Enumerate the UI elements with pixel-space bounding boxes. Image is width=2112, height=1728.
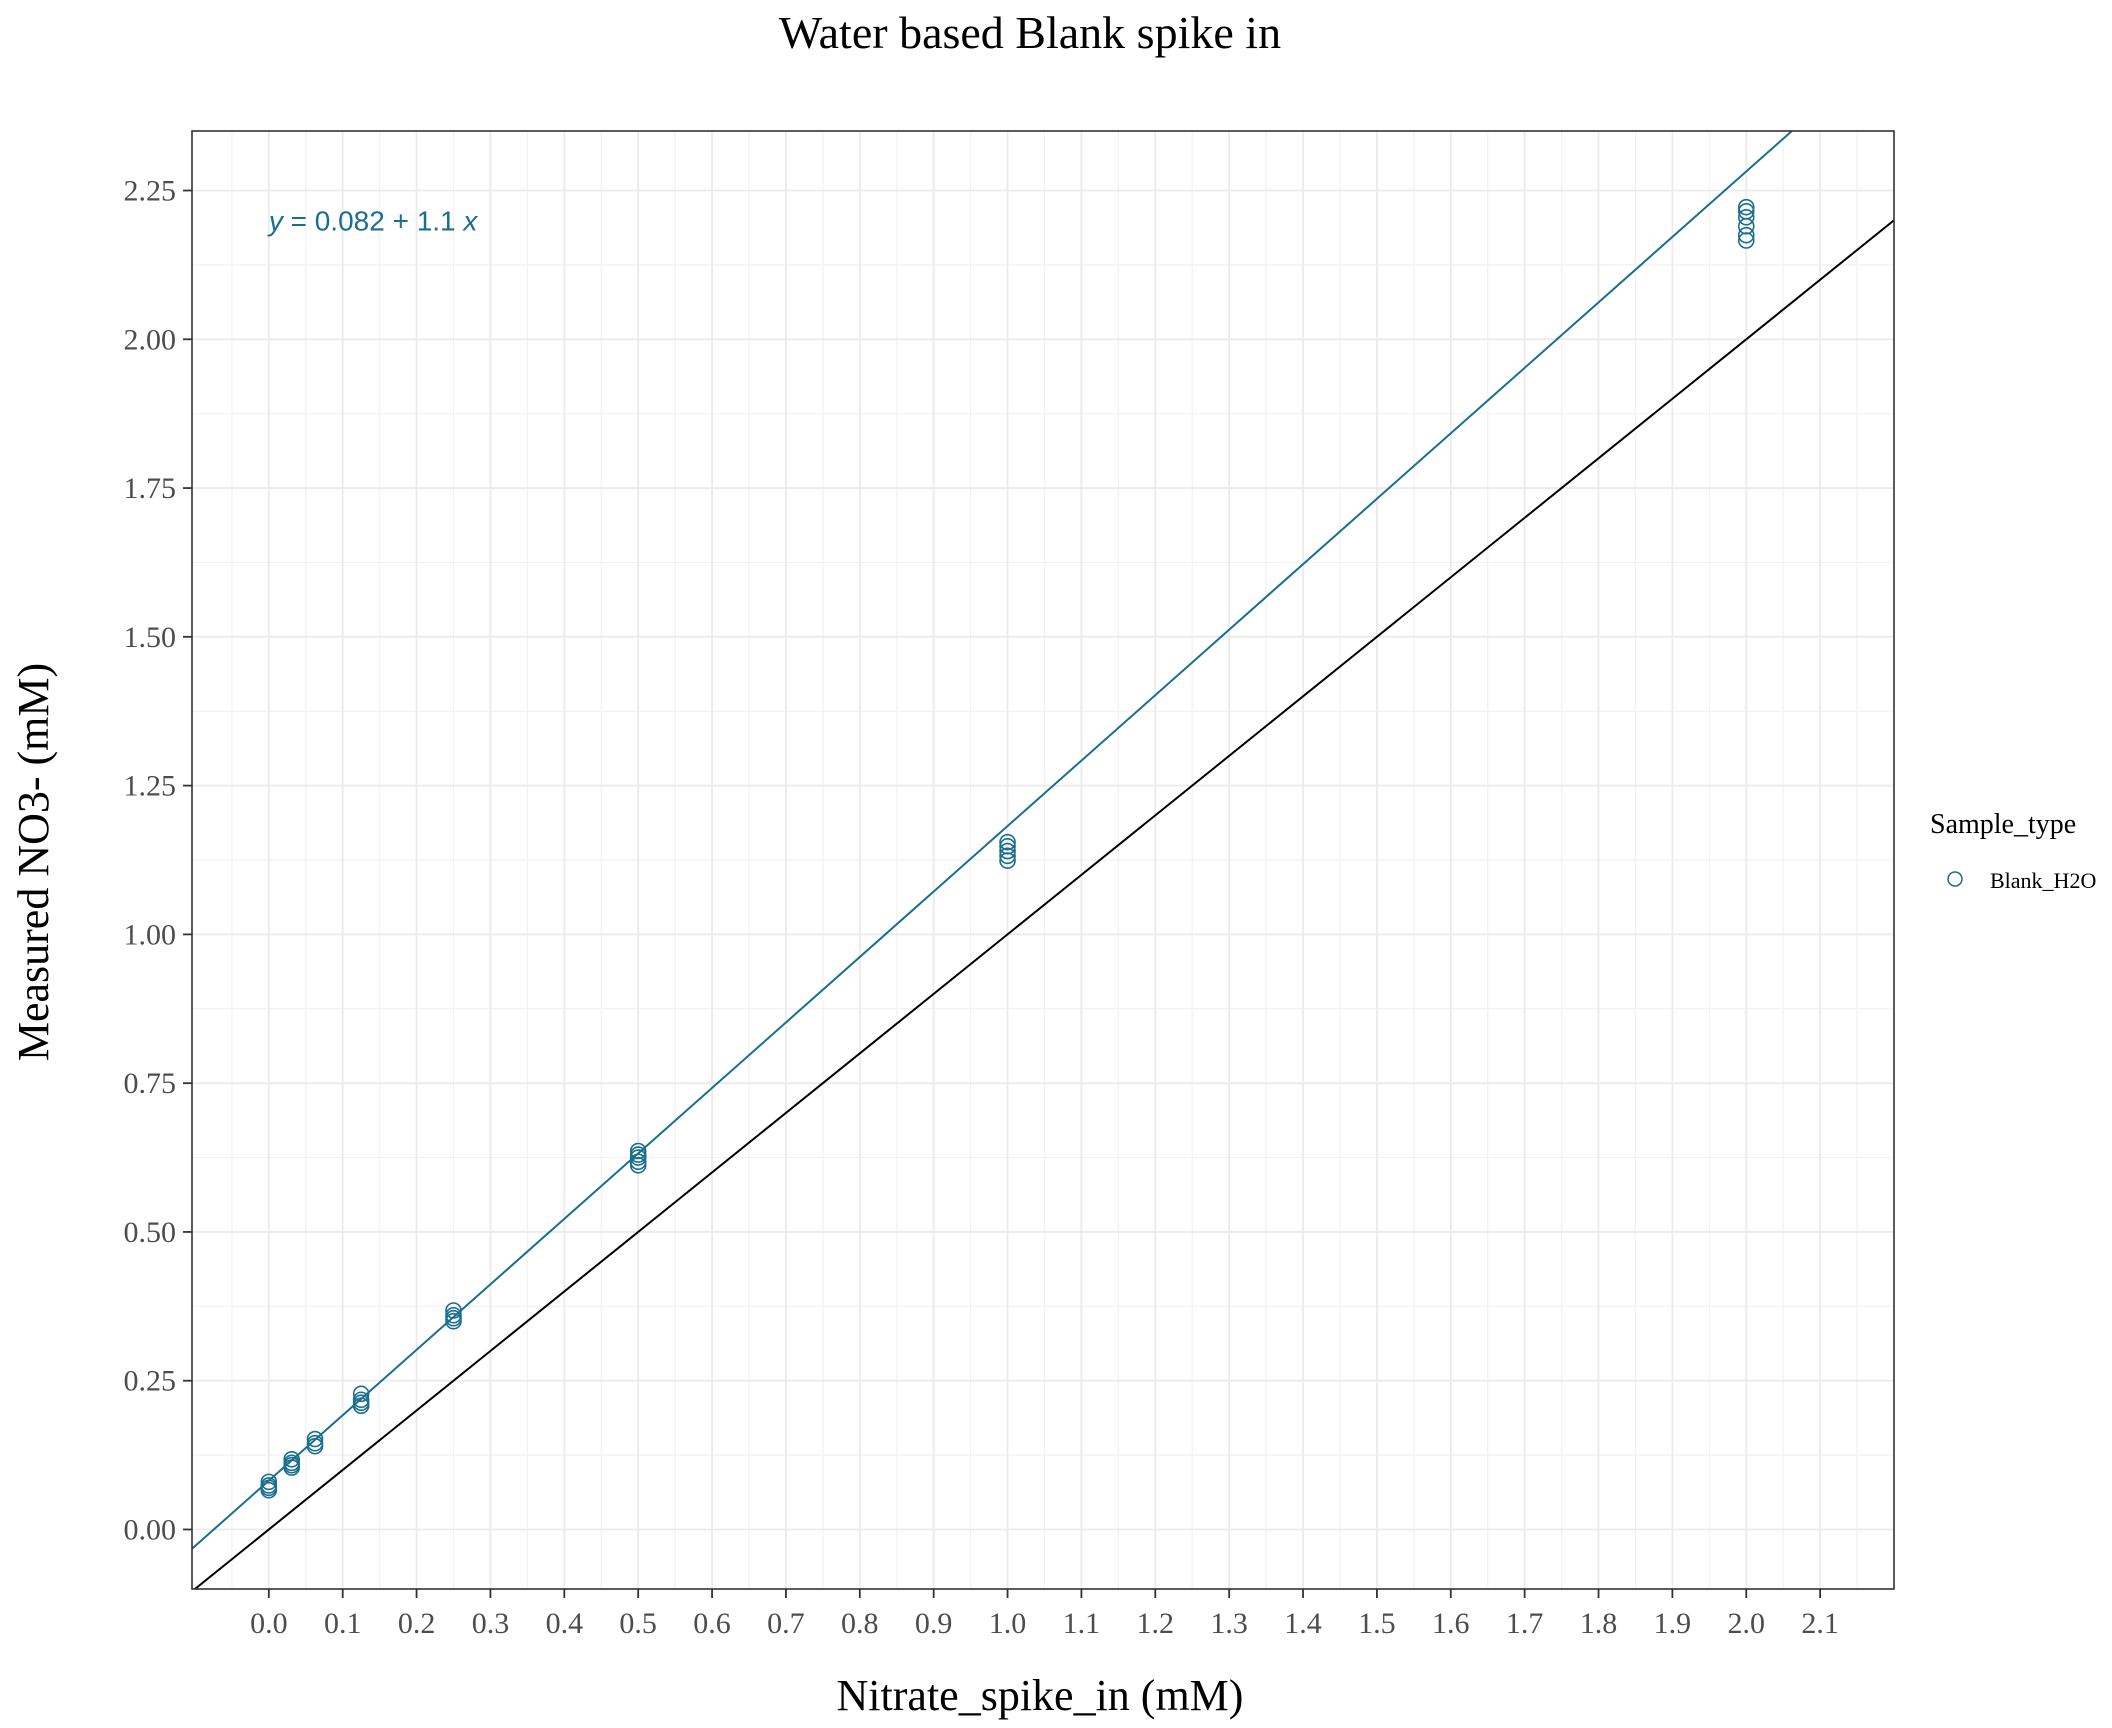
legend-key-circle (1947, 871, 1963, 887)
legend-title: Sample_type (1930, 809, 2076, 840)
fit-line (192, 131, 1794, 1550)
trend-lines (192, 131, 1894, 1589)
y-axis: 0.00 0.25 0.50 0.75 1.00 1.25 1.50 1.75 2.00 2.25 (124, 175, 192, 1546)
data-point (1737, 208, 1755, 226)
data-point (629, 1146, 647, 1163)
x-tick-label: 0.6 (693, 1607, 731, 1640)
x-tick-label: 1.5 (1358, 1607, 1396, 1640)
y-tick-label: 0.75 (124, 1067, 177, 1100)
x-tick-label: 0.9 (915, 1607, 953, 1640)
data-points (260, 198, 1755, 1499)
x-tick-label: 0.5 (619, 1607, 657, 1640)
y-tick-label: 1.00 (124, 918, 177, 951)
data-point (1737, 203, 1755, 220)
data-point (260, 1473, 278, 1491)
x-tick-label: 0.7 (767, 1607, 805, 1640)
y-tick-label: 0.50 (124, 1216, 177, 1249)
x-tick-label: 0.3 (472, 1607, 510, 1640)
reference-line-identity (193, 218, 1894, 1589)
x-tick-label: 1.4 (1284, 1607, 1322, 1640)
plot-panel-border (191, 130, 1895, 1590)
y-tick-label: 0.00 (124, 1513, 177, 1546)
data-point (352, 1385, 370, 1403)
regression-equation-label: y = 0.082 + 1.1 x (267, 205, 479, 236)
y-axis-label: Measured NO3- (mM) (9, 663, 58, 1061)
x-tick-label: 1.6 (1432, 1607, 1470, 1640)
legend: Sample_type Blank_H2O (1930, 809, 2096, 893)
x-tick-label: 1.1 (1063, 1607, 1101, 1640)
data-point (445, 1306, 462, 1324)
equation-x: x (461, 205, 478, 236)
equation-y: y (267, 205, 285, 236)
grid-major (192, 131, 1894, 1589)
data-point (283, 1450, 301, 1468)
x-tick-label: 0.2 (398, 1607, 436, 1640)
x-tick-label: 2.0 (1728, 1607, 1766, 1640)
y-tick-label: 2.00 (124, 323, 177, 356)
x-tick-label: 0.4 (546, 1607, 584, 1640)
x-tick-label: 0.8 (841, 1607, 879, 1640)
data-point (260, 1477, 278, 1494)
x-tick-label: 1.8 (1580, 1607, 1618, 1640)
y-tick-label: 0.25 (124, 1365, 177, 1398)
chart-title: Water based Blank spike in (779, 7, 1281, 58)
y-tick-label: 2.25 (124, 175, 177, 208)
x-tick-label: 0.1 (324, 1607, 362, 1640)
y-tick-label: 1.25 (124, 770, 177, 803)
data-point (1737, 226, 1755, 244)
data-point (629, 1153, 647, 1171)
x-tick-label: 1.9 (1654, 1607, 1692, 1640)
x-tick-label: 1.0 (989, 1607, 1027, 1640)
x-tick-label: 0.0 (250, 1607, 288, 1640)
x-tick-label: 2.1 (1801, 1607, 1839, 1640)
x-tick-label: 1.7 (1506, 1607, 1544, 1640)
data-point (999, 847, 1016, 865)
x-tick-label: 1.2 (1137, 1607, 1175, 1640)
equation-body: = 0.082 + 1.1 (283, 205, 464, 236)
data-point (306, 1430, 324, 1448)
x-axis: 0.0 0.1 0.2 0.3 0.4 0.5 0.6 0.7 0.8 0.9 1.0 1.1 1.2 1… (250, 1589, 1839, 1640)
data-point (306, 1434, 324, 1452)
legend-entry-blank-h2o: Blank_H2O (1990, 868, 2096, 893)
x-tick-label: 1.3 (1210, 1607, 1248, 1640)
data-point (283, 1454, 301, 1472)
data-point (352, 1391, 370, 1409)
y-tick-label: 1.75 (124, 472, 177, 505)
y-tick-label: 1.50 (124, 621, 177, 654)
data-point (999, 842, 1016, 860)
data-point (445, 1302, 462, 1319)
data-point (999, 838, 1016, 855)
data-point (1737, 198, 1755, 216)
data-point (629, 1142, 647, 1160)
x-axis-label: Nitrate_spike_in (mM) (837, 1671, 1244, 1720)
data-point (999, 833, 1016, 851)
grid-minor (192, 131, 1894, 1589)
